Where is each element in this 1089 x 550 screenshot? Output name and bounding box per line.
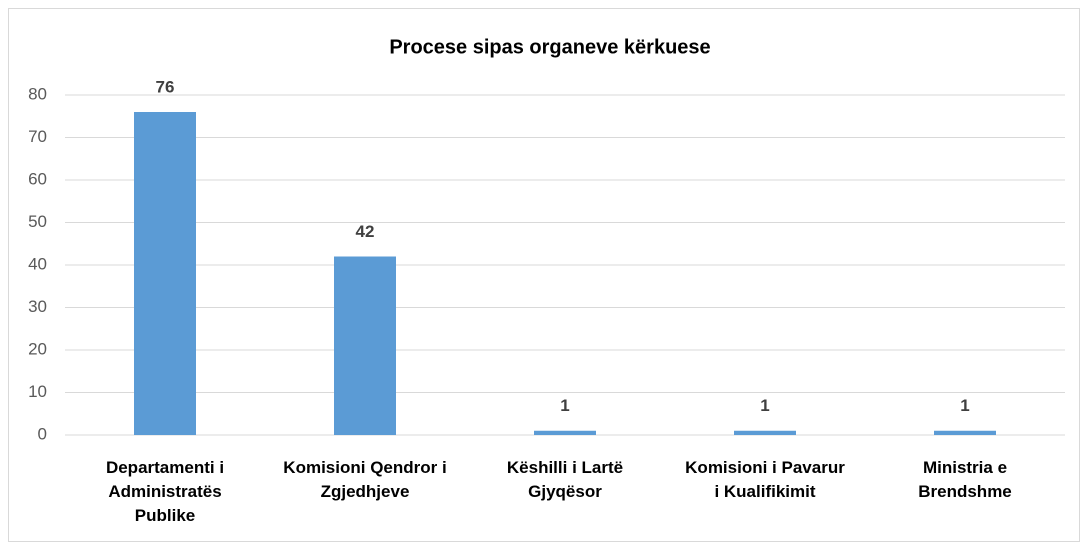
y-tick-label: 60: [28, 169, 47, 188]
x-tick-label: Departamenti i Administratës Publike: [105, 458, 225, 525]
x-tick-label: Komisioni i Pavarur i Kualifikimit: [685, 458, 845, 501]
bar: [134, 112, 196, 435]
y-tick-label: 50: [28, 212, 47, 231]
y-tick-label: 10: [28, 382, 47, 401]
y-tick-label: 80: [28, 84, 47, 103]
x-tick-label: Komisioni Qendror i Zgjedhjeve: [283, 458, 447, 501]
y-tick-label: 70: [28, 127, 47, 146]
y-tick-label: 0: [38, 424, 47, 443]
value-label: 1: [560, 396, 569, 415]
bar: [934, 430, 996, 435]
chart-title: Procese sipas organeve kërkuese: [389, 36, 710, 58]
y-tick-label: 40: [28, 254, 47, 273]
value-label: 42: [356, 222, 375, 241]
value-label: 1: [760, 396, 769, 415]
bar: [334, 256, 396, 435]
value-label: 76: [156, 77, 175, 96]
y-tick-label: 30: [28, 297, 47, 316]
bar: [734, 430, 796, 435]
bar: [534, 430, 596, 435]
y-tick-label: 20: [28, 339, 47, 358]
x-tick-label: Këshilli i Lartë Gjyqësor: [506, 458, 624, 501]
x-tick-label: Ministria e Brendshme: [918, 458, 1012, 501]
value-label: 1: [960, 396, 969, 415]
